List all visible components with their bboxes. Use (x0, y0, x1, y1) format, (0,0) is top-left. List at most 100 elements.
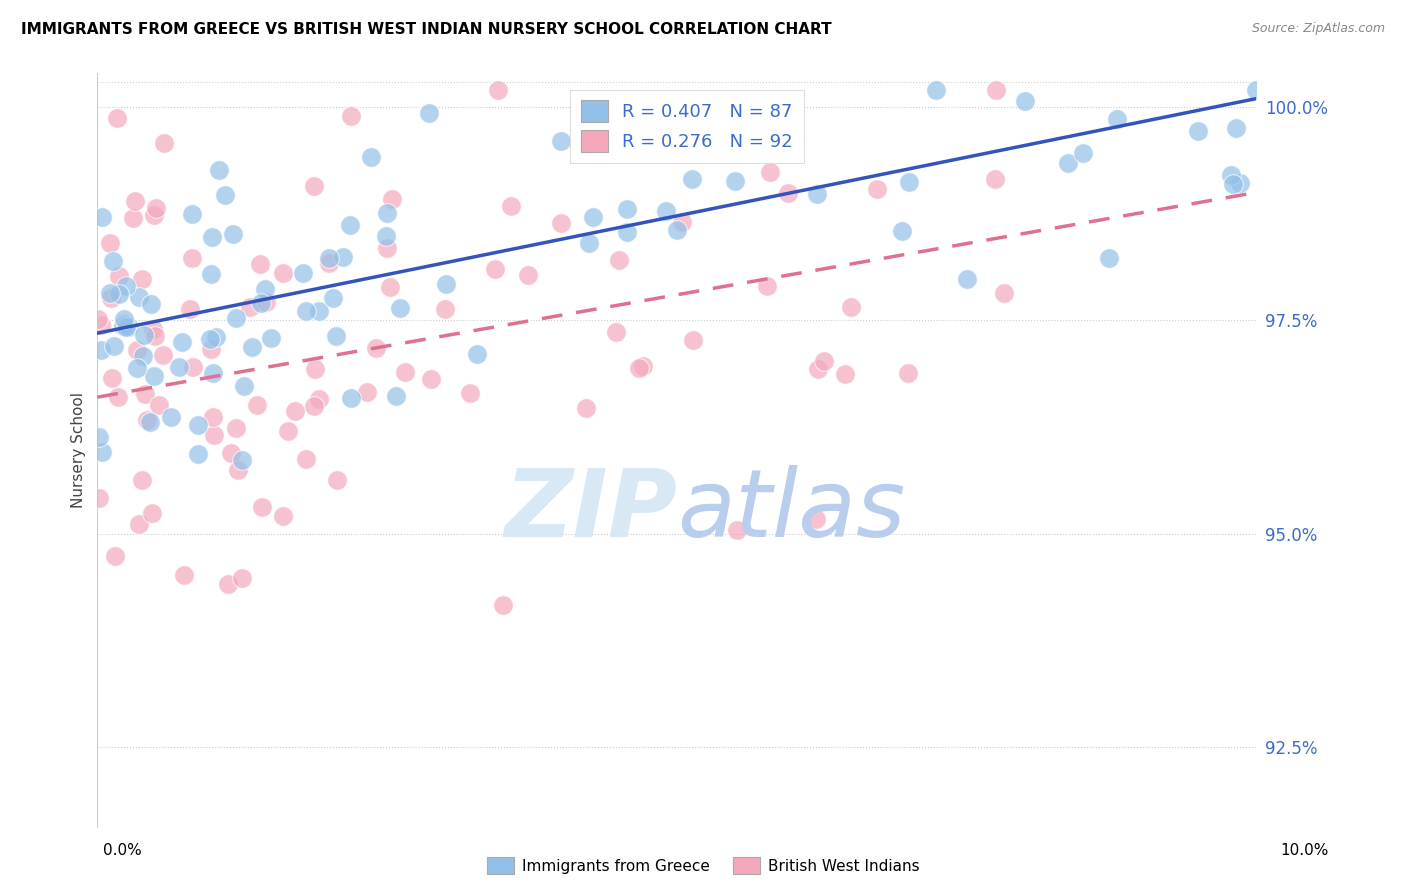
Point (250, 500, 273, 515)
Point (143, 368, 166, 383)
Text: Source: ZipAtlas.com: Source: ZipAtlas.com (1251, 22, 1385, 36)
Point (676, 125, 699, 139)
Point (136, 412, 159, 426)
Point (208, 163, 231, 178)
Point (681, 171, 703, 186)
Point (131, 349, 153, 363)
Point (486, 83, 509, 97)
Point (839, 301, 862, 315)
Point (141, 507, 163, 521)
Point (813, 354, 835, 368)
Point (108, 269, 131, 284)
Point (131, 473, 153, 487)
Point (100, 291, 122, 305)
Point (607, 118, 630, 132)
Point (187, 447, 209, 461)
Point (1014, 94, 1036, 108)
Point (134, 387, 156, 401)
Point (340, 109, 363, 123)
Point (631, 359, 654, 374)
Point (271, 509, 294, 524)
Legend: Immigrants from Greece, British West Indians: Immigrants from Greece, British West Ind… (481, 851, 925, 880)
Point (360, 150, 382, 164)
Point (605, 325, 627, 339)
Point (225, 420, 247, 434)
Point (249, 257, 271, 271)
Point (434, 302, 457, 317)
Point (758, 165, 780, 179)
Point (1246, 83, 1268, 97)
Point (115, 320, 138, 334)
Point (419, 372, 441, 386)
Point (231, 571, 253, 585)
Point (374, 229, 396, 244)
Legend: R = 0.407   N = 87, R = 0.276   N = 92: R = 0.407 N = 87, R = 0.276 N = 92 (569, 89, 804, 162)
Point (214, 187, 236, 202)
Point (179, 301, 201, 316)
Point (897, 366, 920, 380)
Point (111, 318, 134, 333)
Point (806, 187, 828, 202)
Point (121, 211, 143, 226)
Point (308, 303, 330, 318)
Point (242, 340, 264, 354)
Point (131, 272, 153, 286)
Point (616, 225, 638, 239)
Point (108, 287, 131, 301)
Point (107, 390, 129, 404)
Point (226, 463, 249, 477)
Point (375, 241, 398, 255)
Point (725, 524, 748, 538)
Point (665, 223, 688, 237)
Point (616, 202, 638, 216)
Point (984, 83, 1007, 97)
Point (128, 290, 150, 304)
Point (295, 451, 318, 466)
Point (434, 277, 457, 291)
Point (128, 516, 150, 531)
Point (984, 172, 1007, 186)
Point (575, 401, 598, 415)
Point (170, 335, 193, 350)
Point (87, 312, 110, 326)
Point (654, 204, 676, 219)
Point (200, 343, 222, 357)
Point (385, 389, 408, 403)
Point (516, 268, 538, 282)
Point (326, 473, 349, 487)
Point (238, 301, 260, 315)
Point (87, 430, 110, 444)
Point (322, 291, 344, 305)
Point (308, 392, 330, 406)
Point (380, 280, 402, 294)
Point (318, 251, 340, 265)
Point (1229, 177, 1251, 191)
Point (277, 424, 299, 438)
Point (112, 312, 135, 326)
Point (302, 399, 325, 413)
Point (550, 216, 572, 230)
Point (181, 252, 204, 266)
Point (202, 366, 225, 380)
Point (142, 322, 165, 336)
Point (1107, 112, 1129, 127)
Point (897, 175, 920, 189)
Point (501, 199, 523, 213)
Point (167, 360, 190, 375)
Point (682, 333, 704, 347)
Point (318, 256, 340, 270)
Point (124, 194, 146, 209)
Point (90, 445, 112, 459)
Point (231, 453, 253, 467)
Point (671, 215, 693, 229)
Point (340, 392, 363, 406)
Point (724, 174, 747, 188)
Point (956, 271, 979, 285)
Point (145, 201, 167, 215)
Point (181, 360, 204, 375)
Point (581, 95, 603, 110)
Point (993, 285, 1015, 300)
Point (325, 329, 347, 343)
Point (291, 266, 314, 280)
Point (339, 218, 361, 232)
